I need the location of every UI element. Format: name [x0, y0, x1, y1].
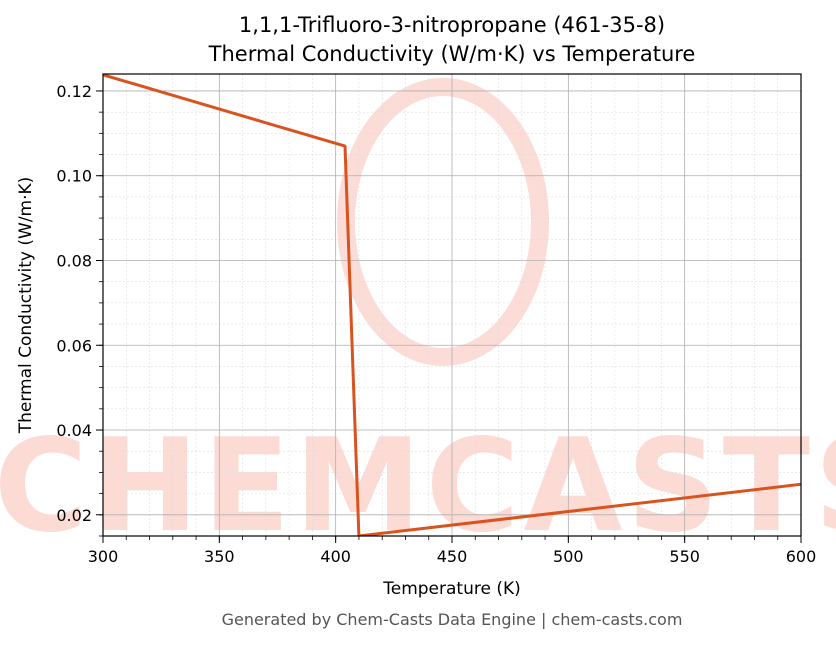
x-tick-label: 600	[786, 547, 817, 566]
y-tick-label: 0.08	[56, 251, 92, 270]
x-tick-label: 450	[437, 547, 468, 566]
series-layer	[103, 74, 801, 536]
y-tick-label: 0.06	[56, 336, 92, 355]
x-tick-label: 550	[669, 547, 700, 566]
x-tick-label: 500	[553, 547, 584, 566]
y-axis-ticks: 0.02 0.04 0.06 0.08 0.10 0.12	[56, 82, 103, 537]
y-axis-label: Thermal Conductivity (W/m·K)	[16, 177, 36, 435]
series-line	[103, 74, 801, 536]
x-tick-label: 300	[88, 547, 119, 566]
y-tick-label: 0.04	[56, 421, 92, 440]
x-tick-label: 350	[204, 547, 235, 566]
y-tick-label: 0.10	[56, 167, 92, 186]
chart-title: 1,1,1-Trifluoro-3-nitropropane (461-35-8…	[239, 13, 665, 37]
y-tick-label: 0.02	[56, 506, 92, 525]
x-tick-label: 400	[320, 547, 351, 566]
watermark-text: CHEMCASTS	[0, 412, 836, 561]
chart-subtitle: Thermal Conductivity (W/m·K) vs Temperat…	[208, 42, 696, 66]
y-tick-label: 0.12	[56, 82, 92, 101]
watermark-ring	[337, 78, 549, 366]
x-axis-ticks: 300 350 400 450 500 550 600	[88, 536, 817, 566]
footer-credit: Generated by Chem-Casts Data Engine | ch…	[222, 610, 683, 629]
x-axis-label: Temperature (K)	[382, 579, 521, 599]
